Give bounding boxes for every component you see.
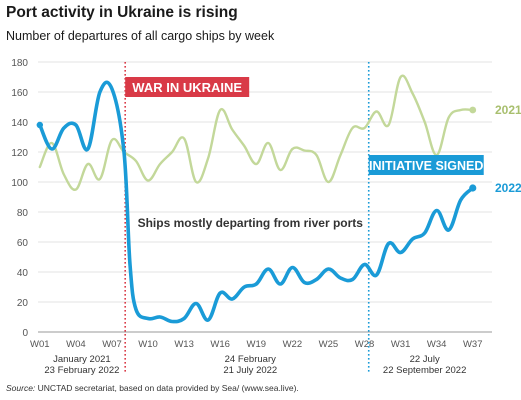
period-label: 22 September 2022 [383,365,466,376]
x-axis-ticks: W01 W04 W07 W10 W13 W16 W19 W22 W25 W28 W31 W34 W37 J… [30,339,483,376]
period-label: 23 February 2022 [44,365,119,376]
series-label-2021: 2021 [495,103,521,117]
period-label: 24 February [225,354,276,365]
y-axis-ticks: 0 20 40 60 80 100 120 140 160 180 [11,58,28,339]
y-tick-label: 60 [17,238,29,249]
period-label: 21 July 2022 [223,365,277,376]
y-tick-label: 80 [17,208,29,219]
war-label-text: WAR IN UKRAINE [132,80,242,95]
source-text: UNCTAD secretariat, based on data provid… [35,383,299,393]
x-tick-label: W19 [247,339,267,350]
x-tick-label: W28 [355,339,375,350]
y-tick-label: 140 [11,118,28,129]
y-tick-label: 40 [17,268,29,279]
x-tick-label: W37 [463,339,483,350]
x-tick-label: W16 [210,339,230,350]
series-end-dot-2021 [469,106,477,114]
series-lines [36,74,477,324]
series-label-2022: 2022 [495,181,521,195]
x-tick-label: W22 [283,339,303,350]
series-end-dot-2022 [469,184,477,192]
source-note: Source: UNCTAD secretariat, based on dat… [6,383,299,393]
x-tick-label: W07 [102,339,122,350]
x-tick-label: W13 [174,339,194,350]
series-line-2021 [38,74,474,191]
series-start-dot-2022 [36,121,44,129]
x-tick-label: W34 [427,339,447,350]
annotations: 2021 2022 WAR IN UKRAINE INITIATIVE SIGNED S… [125,77,521,230]
war-label-box [125,77,250,97]
x-tick-label: W01 [30,339,50,350]
y-tick-label: 0 [22,328,28,339]
annotation-note: Ships mostly departing from river ports [138,216,364,230]
y-tick-label: 100 [11,178,28,189]
x-tick-label: W25 [319,339,339,350]
y-tick-label: 20 [17,298,29,309]
y-tick-label: 120 [11,148,28,159]
x-tick-label: W31 [391,339,411,350]
x-tick-label: W04 [66,339,86,350]
y-tick-label: 180 [11,58,28,69]
period-label: January 2021 [53,354,111,365]
initiative-label-box [368,155,484,175]
chart-subtitle: Number of departures of all cargo ships … [6,29,275,43]
period-label: 22 July [410,354,440,365]
series-line-2022 [38,80,475,324]
x-tick-label: W10 [138,339,158,350]
chart-title: Port activity in Ukraine is rising [6,4,238,21]
y-tick-label: 160 [11,88,28,99]
initiative-label-text: INITIATIVE SIGNED [369,159,483,173]
gridlines [38,61,492,333]
source-label: Source: [6,383,36,393]
